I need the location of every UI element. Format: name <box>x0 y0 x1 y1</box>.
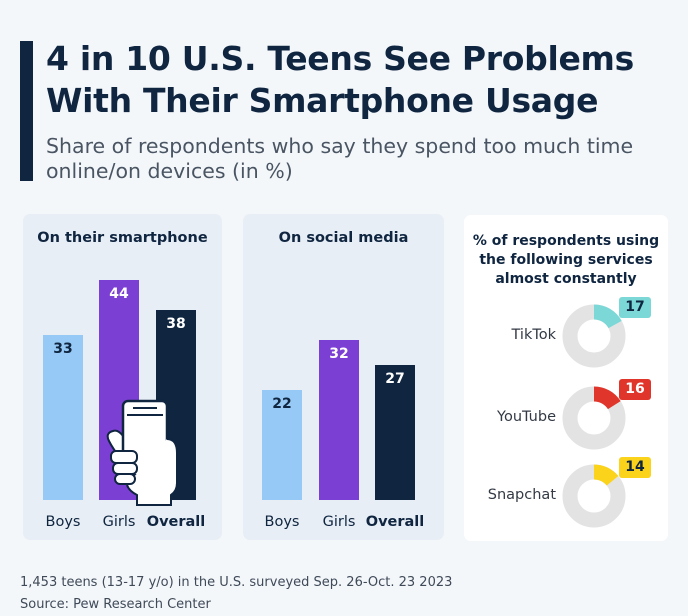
services-donut-title: % of respondents using the following ser… <box>464 232 668 289</box>
bar-value-label: 33 <box>53 341 73 357</box>
donut-chart <box>562 304 626 368</box>
category-label-boys: Boys <box>45 514 81 530</box>
title-line-1: 4 in 10 U.S. Teens See Problems <box>46 39 634 78</box>
donut-title-line-1: % of respondents using <box>472 233 660 249</box>
smartphone-chart-title: On their smartphone <box>37 230 208 246</box>
bar-girls: 32 <box>319 340 359 500</box>
donut-slice-tiktok <box>562 304 626 368</box>
smartphone-chart-panel: On their smartphone 33 44 38 Boys Girls Over… <box>23 214 222 540</box>
donut-slice-snapchat <box>562 464 626 528</box>
footer: 1,453 teens (13-17 y/o) in the U.S. surv… <box>20 572 452 616</box>
subtitle: Share of respondents who say they spend … <box>46 134 634 183</box>
category-label-overall: Overall <box>365 514 425 530</box>
donut-title-line-2: the following services <box>479 252 653 268</box>
title-line-2: With Their Smartphone Usage <box>46 81 599 120</box>
bar-value-label: 44 <box>109 286 129 302</box>
bar-value-label: 38 <box>166 316 186 332</box>
category-label-boys: Boys <box>264 514 300 530</box>
donut-row-youtube: YouTube 16 <box>464 379 668 455</box>
value-badge: 16 <box>619 379 651 400</box>
social-media-chart-title: On social media <box>278 230 409 246</box>
service-label: YouTube <box>497 409 556 425</box>
title-accent-bar <box>20 41 33 181</box>
service-label: TikTok <box>511 327 557 343</box>
value-badge: 17 <box>619 297 651 318</box>
bar-value-label: 22 <box>272 396 292 412</box>
donut-chart <box>562 386 626 450</box>
bar-value-label: 32 <box>329 346 349 362</box>
services-donut-panel: % of respondents using the following ser… <box>464 215 668 541</box>
social-media-chart-panel: On social media 22 Boys 32 Girls 27 Overall <box>243 214 444 540</box>
category-label-girls: Girls <box>322 514 356 530</box>
value-badge: 14 <box>619 457 651 478</box>
bar-overall: 27 <box>375 365 415 500</box>
donut-row-tiktok: TikTok 17 <box>464 297 668 373</box>
donut-chart <box>562 464 626 528</box>
bar-value-label: 27 <box>385 371 405 387</box>
bar-boys: 22 <box>262 390 302 500</box>
category-label-girls: Girls <box>102 514 136 530</box>
category-label-overall: Overall <box>146 514 206 530</box>
hand-holding-phone-icon <box>106 399 178 506</box>
service-label: Snapchat <box>487 487 556 503</box>
donut-title-line-3: almost constantly <box>495 271 637 287</box>
survey-note: 1,453 teens (13-17 y/o) in the U.S. surv… <box>20 575 453 590</box>
bar-boys: 33 <box>43 335 83 500</box>
donut-slice-youtube <box>562 386 626 450</box>
donut-row-snapchat: Snapchat 14 <box>464 457 668 533</box>
source-note: Source: Pew Research Center <box>20 597 211 612</box>
page-title: 4 in 10 U.S. Teens See Problems With The… <box>46 38 634 122</box>
